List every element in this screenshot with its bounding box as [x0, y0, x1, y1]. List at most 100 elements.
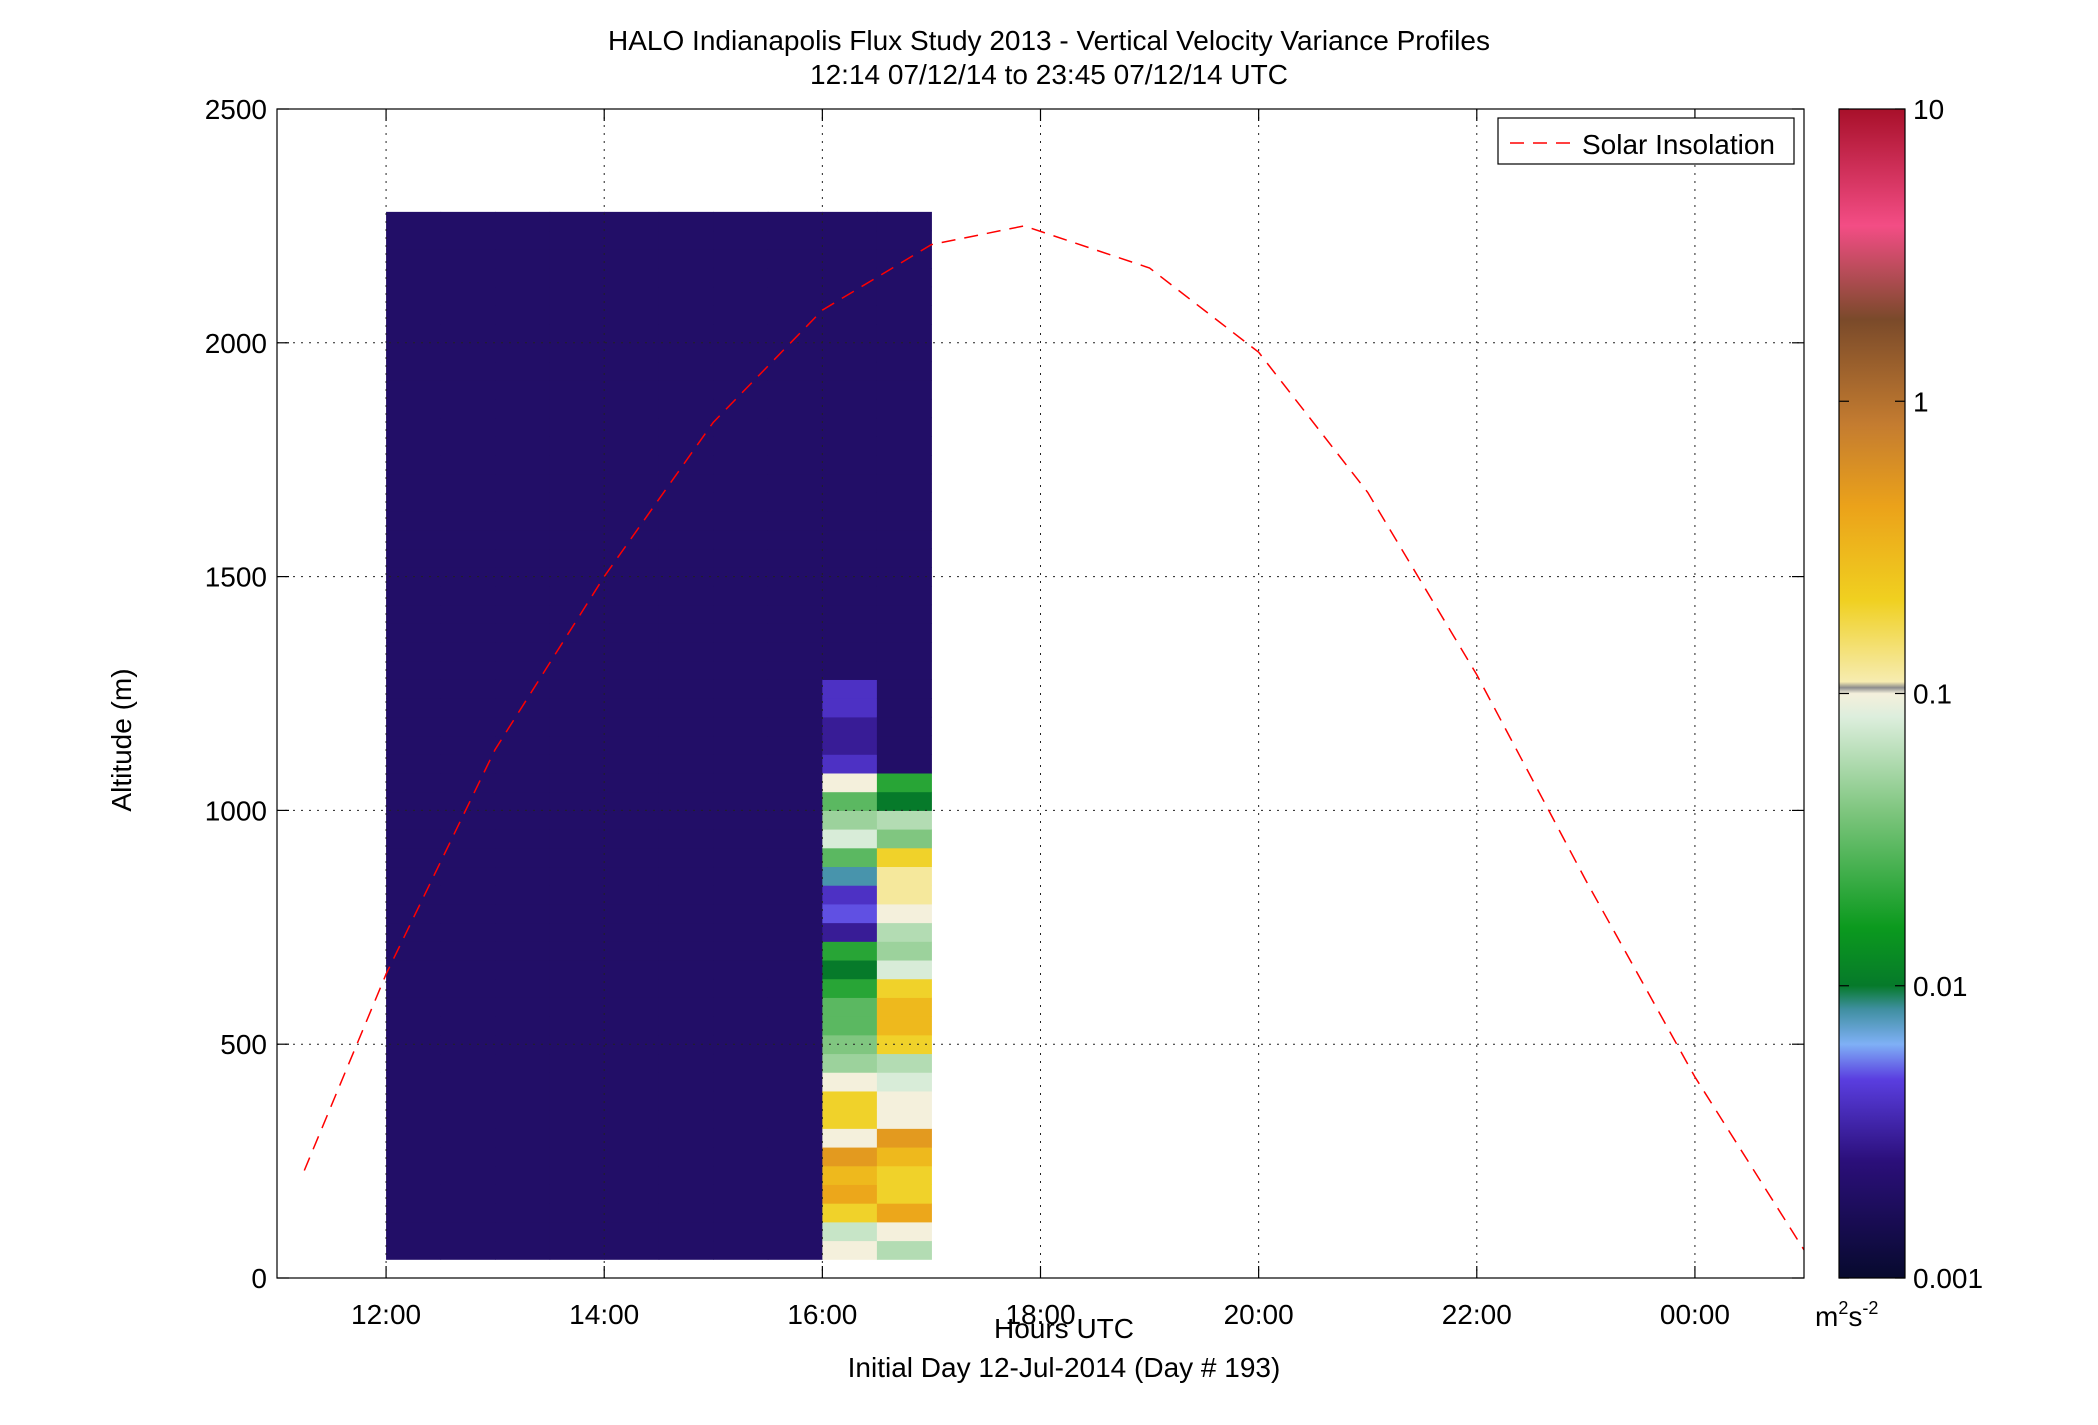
legend-box: Solar Insolation [1497, 117, 1795, 165]
heatmap-cell [440, 324, 496, 344]
heatmap-cell [549, 772, 605, 793]
heatmap-cell [549, 492, 605, 512]
heatmap-cell [876, 1034, 932, 1055]
heatmap-cell [767, 585, 823, 606]
heatmap-cell [767, 1072, 823, 1092]
heatmap-cell [386, 211, 442, 232]
heatmap-cell [713, 529, 769, 550]
heatmap-cell [495, 698, 551, 718]
heatmap-cell [604, 978, 660, 998]
heatmap-cell [495, 903, 551, 924]
heatmap-cell [386, 885, 442, 905]
heatmap-cell [440, 473, 496, 493]
heatmap-cell [604, 286, 660, 306]
heatmap-cell [549, 417, 605, 437]
heatmap-cell [440, 623, 496, 643]
heatmap-cell [713, 342, 769, 363]
heatmap-cell [876, 492, 932, 512]
heatmap-cell [713, 492, 769, 512]
heatmap-cell [876, 1053, 932, 1073]
heatmap-cell [713, 716, 769, 737]
solar-insolation-line [303, 225, 1805, 1251]
heatmap-cell [658, 230, 714, 250]
heatmap-cell [713, 1053, 769, 1073]
heatmap-cell [549, 604, 605, 624]
heatmap-cell [495, 660, 551, 680]
heatmap-cell [495, 398, 551, 419]
heatmap-cell [658, 623, 714, 643]
heatmap-cell [658, 436, 714, 456]
heatmap-cell [440, 810, 496, 830]
heatmap-cell [440, 567, 496, 587]
heatmap-cell [658, 342, 714, 363]
heatmap-cell [767, 679, 823, 699]
heatmap-cell [495, 716, 551, 737]
heatmap-cell [440, 230, 496, 250]
heatmap-cell [549, 660, 605, 680]
heatmap-cell [658, 1147, 714, 1167]
heatmap-cell [876, 885, 932, 905]
x-tick-label: 20:00 [1224, 1299, 1294, 1330]
heatmap-cell [549, 455, 605, 475]
heatmap-cell [549, 286, 605, 306]
heatmap-cell [495, 380, 551, 400]
heatmap-cell [713, 997, 769, 1017]
heatmap-cell [713, 436, 769, 456]
heatmap-cell [495, 567, 551, 587]
heatmap-cell [440, 1128, 496, 1148]
heatmap-cell [549, 997, 605, 1017]
heatmap-cell [713, 380, 769, 400]
heatmap-cell [713, 230, 769, 250]
heatmap-cell [876, 380, 932, 400]
heatmap-cell [767, 623, 823, 643]
heatmap-cell [386, 305, 442, 325]
heatmap-cell [713, 548, 769, 568]
heatmap-cell [549, 1165, 605, 1185]
heatmap-cell [767, 286, 823, 306]
heatmap-cell [876, 623, 932, 643]
heatmap-cell [604, 398, 660, 419]
y-tick-label: 500 [220, 1029, 267, 1060]
heatmap-cell [658, 305, 714, 325]
heatmap-cell [604, 660, 660, 680]
heatmap-cell [440, 585, 496, 606]
heatmap-cell [386, 698, 442, 718]
heatmap-cell [386, 735, 442, 755]
heatmap-cell [495, 829, 551, 849]
heatmap-cell [386, 455, 442, 475]
heatmap-cell [876, 810, 932, 830]
heatmap-cell [549, 1034, 605, 1055]
heatmap-cell [386, 436, 442, 456]
heatmap-cell [767, 492, 823, 512]
heatmap-cell [604, 698, 660, 718]
heatmap-cell [440, 1090, 496, 1111]
heatmap-cell [713, 455, 769, 475]
heatmap-cell [767, 417, 823, 437]
heatmap-cell [876, 698, 932, 718]
heatmap-cell [604, 529, 660, 550]
heatmap-cell [440, 604, 496, 624]
heatmap-cell [876, 1221, 932, 1242]
heatmap-cell [767, 829, 823, 849]
heatmap-cell [658, 679, 714, 699]
heatmap-cell [495, 754, 551, 774]
heatmap-cell [549, 791, 605, 811]
heatmap-cell [495, 1016, 551, 1036]
heatmap-cell [440, 791, 496, 811]
heatmap-cell [822, 885, 878, 905]
heatmap-cell [440, 922, 496, 942]
heatmap-cell [876, 455, 932, 475]
heatmap-cell [440, 642, 496, 662]
heatmap-cell [495, 548, 551, 568]
heatmap-cell [713, 417, 769, 437]
heatmap-cell [767, 903, 823, 924]
heatmap-cell [876, 1165, 932, 1185]
heatmap-cell [658, 829, 714, 849]
heatmap-cell [658, 772, 714, 793]
heatmap-cell [549, 305, 605, 325]
heatmap-cell [386, 398, 442, 419]
heatmap-cell [876, 735, 932, 755]
heatmap-cell [767, 567, 823, 587]
heatmap-cell [876, 679, 932, 699]
heatmap-cell [713, 1128, 769, 1148]
